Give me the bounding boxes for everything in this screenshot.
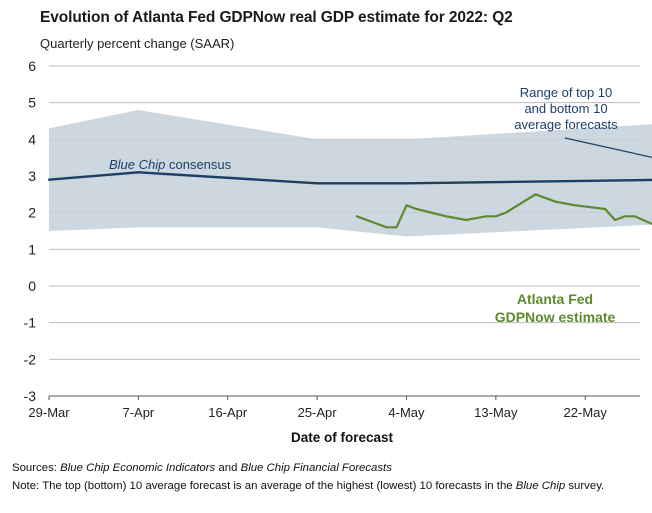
- y-tick-label: -2: [24, 351, 37, 367]
- sources-note: Sources: Blue Chip Economic Indicators a…: [12, 462, 392, 474]
- chart-title: Evolution of Atlanta Fed GDPNow real GDP…: [40, 9, 513, 26]
- y-tick-label: -1: [24, 315, 37, 331]
- x-tick-label: 29-Mar: [28, 405, 70, 420]
- sources-label: Sources:: [12, 462, 57, 474]
- y-tick-label: 0: [28, 278, 36, 294]
- range-annotation-line: and bottom 10: [524, 101, 607, 116]
- forecast-range-band: [49, 110, 652, 237]
- gdpnow-estimate-line: [355, 193, 652, 229]
- y-tick-label: 3: [28, 168, 36, 184]
- range-leader-line: [564, 137, 652, 158]
- x-tick-label: 22-May: [564, 405, 608, 420]
- sources-and: and: [215, 462, 241, 474]
- note-label: Note:: [12, 480, 40, 492]
- x-tick-label: 13-May: [474, 405, 518, 420]
- note-text-1: The top (bottom) 10 average forecast is …: [39, 480, 516, 492]
- x-tick-label: 16-Apr: [208, 405, 248, 420]
- blue-chip-consensus-line: [47, 171, 652, 185]
- x-axis-title: Date of forecast: [291, 430, 394, 445]
- y-tick-label: 5: [28, 95, 36, 111]
- blue-chip-label-plain: consensus: [165, 157, 231, 172]
- y-tick-label: 2: [28, 205, 36, 221]
- sources-part1: Blue Chip Economic Indicators: [60, 462, 216, 474]
- note-text-2: survey.: [565, 480, 605, 492]
- range-annotation-line: Range of top 10: [520, 85, 613, 100]
- x-tick-label: 25-Apr: [298, 405, 338, 420]
- sources-part2: Blue Chip Financial Forecasts: [240, 462, 392, 474]
- note-italic: Blue Chip: [515, 480, 566, 492]
- gdpnow-annotation-line: GDPNow estimate: [495, 309, 616, 325]
- y-tick-label: 1: [28, 241, 36, 257]
- y-tick-label: 4: [28, 131, 36, 147]
- y-tick-label: -3: [24, 388, 37, 404]
- x-tick-label: 7-Apr: [122, 405, 154, 420]
- x-tick-label: 4-May: [388, 405, 425, 420]
- footnote: Note: The top (bottom) 10 average foreca…: [12, 480, 604, 492]
- gdpnow-annotation-line: Atlanta Fed: [517, 291, 593, 307]
- blue-chip-label: Blue Chip consensus: [109, 157, 232, 172]
- blue-chip-label-italic: Blue Chip: [109, 157, 165, 172]
- chart-subtitle: Quarterly percent change (SAAR): [40, 36, 235, 51]
- y-tick-label: 6: [28, 58, 36, 74]
- range-annotation-line: average forecasts: [514, 117, 618, 132]
